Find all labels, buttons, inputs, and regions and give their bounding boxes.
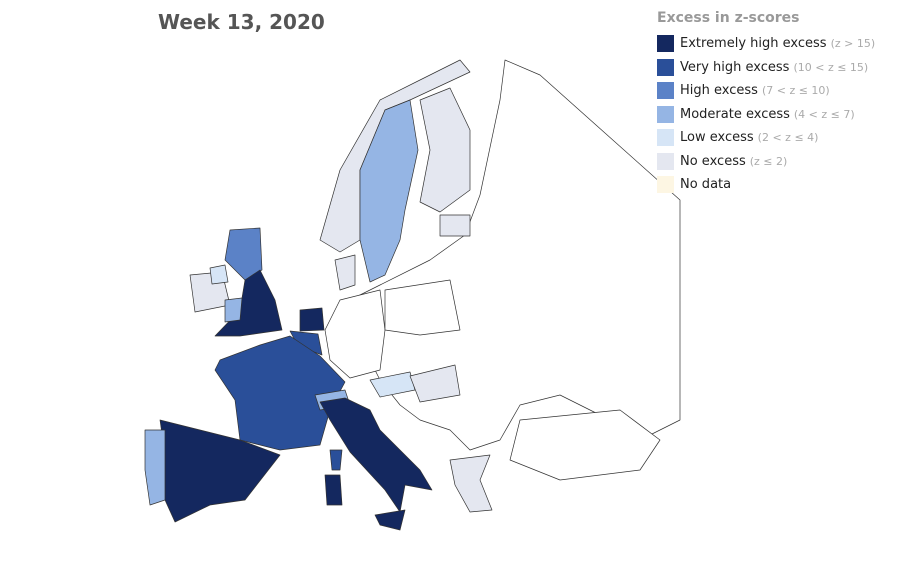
legend-item: Moderate excess (4 < z ≤ 7) xyxy=(657,103,875,127)
country xyxy=(324,289,386,379)
legend-swatch xyxy=(657,35,674,53)
legend-range: (z ≤ 2) xyxy=(749,154,788,168)
legend-swatch xyxy=(657,58,674,76)
country xyxy=(329,449,343,471)
legend-range: (z > 15) xyxy=(830,37,876,51)
country xyxy=(224,297,243,323)
legend-title: Excess in z-scores xyxy=(657,10,800,26)
country xyxy=(359,99,419,283)
legend-label: Very high excess xyxy=(680,59,790,75)
country xyxy=(299,307,325,332)
legend-label: No excess xyxy=(680,153,746,169)
legend-swatch xyxy=(657,152,674,170)
country xyxy=(214,335,346,451)
legend-label: Low excess xyxy=(680,130,754,146)
legend-swatch xyxy=(657,105,674,123)
legend-range: (2 < z ≤ 4) xyxy=(757,131,819,145)
legend-range: (10 < z ≤ 15) xyxy=(793,60,869,74)
map-title: Week 13, 2020 xyxy=(158,10,325,34)
legend-swatch xyxy=(657,129,674,147)
country xyxy=(419,87,471,213)
legend-item: Very high excess (10 < z ≤ 15) xyxy=(657,56,875,80)
country xyxy=(384,279,461,336)
country xyxy=(334,254,356,291)
country xyxy=(209,264,229,285)
legend-swatch xyxy=(657,176,674,194)
country xyxy=(369,371,416,398)
legend-item: Extremely high excess (z > 15) xyxy=(657,32,875,56)
country xyxy=(409,364,461,403)
country xyxy=(144,429,166,506)
legend-item: Low excess (2 < z ≤ 4) xyxy=(657,126,875,150)
country xyxy=(439,214,471,237)
legend-item: High excess (7 < z ≤ 10) xyxy=(657,79,875,103)
legend-label: High excess xyxy=(680,83,758,99)
legend: Excess in z-scores Extremely high excess… xyxy=(657,10,875,197)
country xyxy=(374,509,406,531)
country xyxy=(509,409,661,481)
legend-label: No data xyxy=(680,177,732,193)
legend-item: No excess (z ≤ 2) xyxy=(657,150,875,174)
legend-item: No data xyxy=(657,173,875,197)
legend-label: Extremely high excess xyxy=(680,36,827,52)
legend-label: Moderate excess xyxy=(680,106,790,122)
country xyxy=(319,59,471,253)
legend-range: (7 < z ≤ 10) xyxy=(761,84,830,98)
legend-swatch xyxy=(657,82,674,100)
country xyxy=(449,454,493,513)
country xyxy=(319,397,433,513)
legend-range: (4 < z ≤ 7) xyxy=(793,107,855,121)
country xyxy=(324,474,343,506)
